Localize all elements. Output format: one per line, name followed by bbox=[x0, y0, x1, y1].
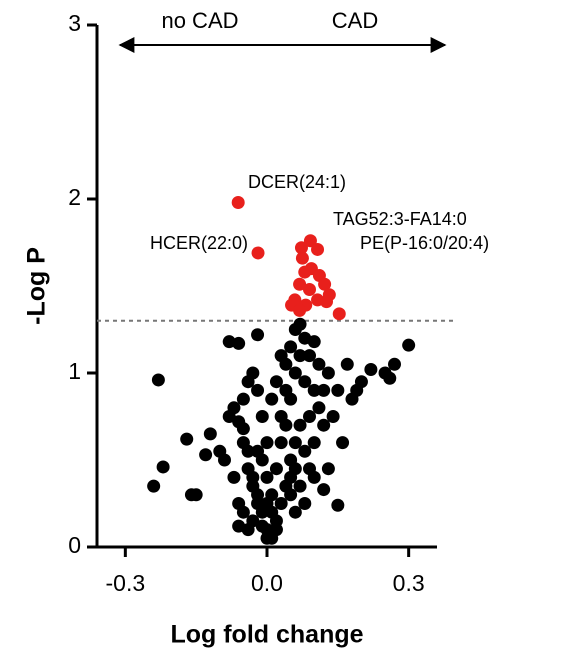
point bbox=[307, 335, 321, 349]
point bbox=[218, 453, 231, 467]
point bbox=[317, 483, 331, 497]
point bbox=[227, 401, 241, 415]
point bbox=[321, 366, 335, 380]
point bbox=[320, 295, 333, 309]
point bbox=[383, 371, 397, 385]
point bbox=[184, 488, 198, 502]
point bbox=[311, 242, 325, 256]
point bbox=[303, 349, 316, 363]
point bbox=[293, 479, 307, 493]
point bbox=[318, 277, 332, 291]
point bbox=[265, 531, 279, 545]
y-tick-label: 3 bbox=[68, 10, 81, 36]
point bbox=[303, 410, 316, 423]
point bbox=[402, 338, 416, 352]
point bbox=[265, 392, 279, 406]
point bbox=[251, 246, 265, 260]
annotation: HCER(22:0) bbox=[150, 233, 248, 253]
point bbox=[295, 251, 309, 265]
point bbox=[294, 241, 308, 255]
point bbox=[298, 497, 312, 510]
point bbox=[231, 195, 245, 209]
point bbox=[307, 470, 321, 484]
point bbox=[199, 448, 213, 462]
point bbox=[274, 436, 288, 450]
point bbox=[269, 375, 283, 389]
point bbox=[274, 497, 288, 510]
x-tick-label: -0.3 bbox=[106, 570, 146, 596]
point bbox=[288, 366, 302, 380]
x-tick-label: 0.0 bbox=[251, 570, 283, 596]
point bbox=[232, 497, 246, 510]
point bbox=[340, 357, 354, 371]
point bbox=[321, 462, 335, 476]
point bbox=[293, 277, 307, 291]
annotation: DCER(24:1) bbox=[248, 172, 346, 192]
point bbox=[260, 497, 274, 510]
point bbox=[180, 432, 194, 446]
point bbox=[255, 453, 269, 467]
point bbox=[332, 307, 346, 321]
point bbox=[345, 392, 359, 406]
point bbox=[241, 444, 255, 458]
point bbox=[227, 470, 241, 484]
point bbox=[260, 436, 274, 450]
point bbox=[284, 340, 298, 354]
y-tick-label: 0 bbox=[68, 532, 81, 558]
point bbox=[388, 357, 401, 371]
point bbox=[312, 357, 326, 371]
x-tick-label: 0.3 bbox=[393, 570, 425, 596]
point bbox=[298, 375, 312, 389]
point bbox=[236, 422, 250, 436]
point bbox=[303, 234, 317, 248]
point bbox=[288, 505, 302, 519]
point bbox=[317, 418, 331, 432]
point bbox=[284, 392, 298, 406]
point bbox=[255, 410, 269, 423]
point bbox=[269, 462, 283, 476]
point bbox=[307, 436, 321, 450]
point bbox=[260, 470, 274, 484]
point bbox=[293, 349, 307, 363]
y-tick-label: 1 bbox=[68, 358, 81, 384]
point bbox=[232, 336, 246, 350]
point bbox=[293, 303, 307, 317]
point bbox=[331, 383, 345, 397]
point bbox=[288, 436, 302, 450]
point bbox=[331, 498, 345, 512]
point bbox=[203, 427, 217, 441]
x-axis-title: Log fold change bbox=[170, 621, 363, 649]
point bbox=[156, 460, 170, 474]
point bbox=[298, 444, 312, 458]
point bbox=[317, 383, 331, 397]
direction-label: CAD bbox=[332, 8, 378, 33]
point bbox=[151, 373, 165, 387]
point bbox=[236, 392, 250, 406]
point bbox=[232, 519, 246, 533]
point bbox=[274, 349, 288, 363]
point bbox=[312, 401, 326, 415]
point bbox=[364, 363, 378, 377]
direction-label: no CAD bbox=[161, 8, 238, 33]
point bbox=[246, 366, 260, 380]
point bbox=[147, 479, 161, 493]
point bbox=[336, 436, 350, 450]
point bbox=[251, 328, 265, 342]
point bbox=[326, 410, 340, 423]
point bbox=[269, 514, 283, 528]
y-tick-label: 2 bbox=[68, 184, 81, 210]
annotation: TAG52:3-FA14:0 bbox=[333, 209, 467, 229]
y-axis-title: -Log P bbox=[23, 247, 51, 325]
point bbox=[303, 282, 316, 296]
point bbox=[293, 418, 307, 432]
point bbox=[284, 488, 298, 502]
point bbox=[284, 470, 298, 484]
annotation: PE(P-16:0/20:4) bbox=[360, 233, 489, 253]
point bbox=[251, 383, 265, 397]
point bbox=[279, 418, 293, 432]
point bbox=[293, 317, 307, 331]
point bbox=[307, 383, 321, 397]
